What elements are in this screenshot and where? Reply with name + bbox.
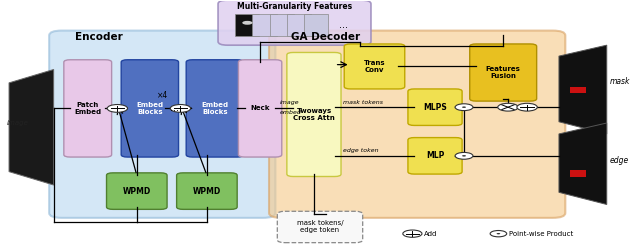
Text: Twoways
Cross Attn: Twoways Cross Attn xyxy=(293,108,335,121)
Text: Embed
Blocks: Embed Blocks xyxy=(202,102,228,115)
Text: edge: edge xyxy=(610,156,629,165)
FancyBboxPatch shape xyxy=(269,31,565,218)
Text: MLPS: MLPS xyxy=(423,103,447,112)
Text: WPMD: WPMD xyxy=(123,187,151,196)
Text: image: image xyxy=(6,120,28,126)
Bar xyxy=(304,14,328,36)
Text: mask tokens/
edge token: mask tokens/ edge token xyxy=(297,220,343,233)
Text: mask tokens: mask tokens xyxy=(343,100,383,105)
FancyBboxPatch shape xyxy=(408,89,462,125)
FancyBboxPatch shape xyxy=(470,44,537,101)
Circle shape xyxy=(403,230,422,237)
FancyBboxPatch shape xyxy=(218,0,371,45)
Text: Patch
Embed: Patch Embed xyxy=(74,102,101,115)
Circle shape xyxy=(107,105,127,112)
FancyBboxPatch shape xyxy=(408,138,462,174)
Text: Trans
Conv: Trans Conv xyxy=(364,60,385,73)
FancyBboxPatch shape xyxy=(64,60,111,157)
Text: WPMD: WPMD xyxy=(193,187,221,196)
Text: Point-wise Product: Point-wise Product xyxy=(509,231,573,237)
FancyBboxPatch shape xyxy=(277,211,363,243)
Text: image: image xyxy=(280,100,300,105)
Text: Encoder: Encoder xyxy=(75,31,122,42)
Circle shape xyxy=(490,231,507,237)
FancyBboxPatch shape xyxy=(121,60,179,157)
Bar xyxy=(570,87,586,92)
FancyBboxPatch shape xyxy=(287,52,341,177)
Bar xyxy=(570,170,586,177)
Text: ...: ... xyxy=(339,20,348,30)
FancyBboxPatch shape xyxy=(344,44,404,89)
FancyBboxPatch shape xyxy=(49,31,275,218)
Text: Features
Fusion: Features Fusion xyxy=(486,66,520,79)
Circle shape xyxy=(497,233,500,234)
Text: edge token: edge token xyxy=(343,148,379,154)
Polygon shape xyxy=(9,69,54,185)
Bar xyxy=(287,14,311,36)
Text: mask: mask xyxy=(610,77,630,86)
Bar xyxy=(269,14,294,36)
FancyBboxPatch shape xyxy=(177,173,237,209)
FancyBboxPatch shape xyxy=(186,60,244,157)
Polygon shape xyxy=(559,45,607,134)
FancyBboxPatch shape xyxy=(239,60,282,157)
Text: ×4: ×4 xyxy=(157,91,168,100)
Circle shape xyxy=(243,21,252,25)
Text: Neck: Neck xyxy=(250,105,270,111)
Circle shape xyxy=(517,103,538,111)
Circle shape xyxy=(455,104,473,111)
Text: Multi-Granularity Features: Multi-Granularity Features xyxy=(237,2,352,11)
Text: Add: Add xyxy=(424,231,437,237)
Text: GA Decoder: GA Decoder xyxy=(291,31,360,42)
Text: Embed
Blocks: Embed Blocks xyxy=(136,102,163,115)
FancyBboxPatch shape xyxy=(106,173,167,209)
Circle shape xyxy=(498,103,518,111)
Circle shape xyxy=(462,155,466,157)
Text: ...: ... xyxy=(170,103,179,113)
Text: embed: embed xyxy=(280,110,301,115)
Circle shape xyxy=(170,105,191,112)
Text: MLP: MLP xyxy=(426,151,444,160)
Circle shape xyxy=(462,107,466,108)
Circle shape xyxy=(455,153,473,159)
Polygon shape xyxy=(559,123,607,204)
Bar xyxy=(236,14,259,36)
Bar xyxy=(252,14,276,36)
